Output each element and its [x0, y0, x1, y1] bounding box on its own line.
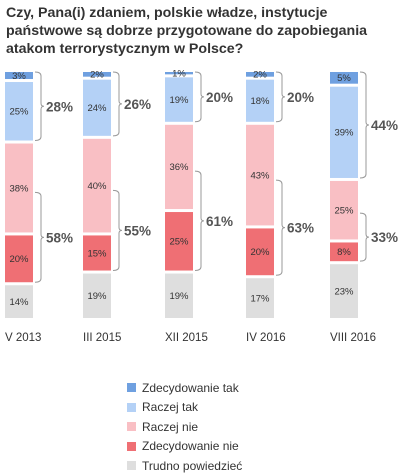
category-label: V 2013 — [5, 332, 41, 344]
brace — [112, 71, 123, 137]
brace — [34, 191, 45, 283]
bar-segment — [83, 235, 111, 271]
data-label: 14% — [9, 297, 29, 308]
chart-title: Czy, Pana(i) zdaniem, polskie władze, in… — [6, 5, 368, 57]
data-label: 38% — [9, 183, 29, 194]
total-nie-label: 58% — [46, 230, 73, 245]
bar-segment — [165, 77, 193, 122]
data-label: 19% — [169, 291, 189, 302]
brace — [275, 71, 286, 123]
brace — [194, 170, 205, 272]
data-label: 8% — [337, 247, 351, 258]
bar-segment — [83, 79, 111, 136]
legend-label: Trudno powiedzieć — [142, 458, 243, 473]
total-tak-label: 20% — [287, 90, 314, 105]
bar-segment — [165, 273, 193, 318]
category-label: VIII 2016 — [330, 332, 376, 344]
category-label: III 2015 — [83, 332, 121, 344]
legend-swatch — [127, 402, 136, 412]
legend-item: Trudno powiedzieć — [127, 456, 242, 476]
data-label: 40% — [87, 181, 107, 192]
bar-segment — [330, 264, 358, 318]
data-label: 25% — [169, 237, 189, 248]
bar-segment — [246, 228, 274, 276]
legend-swatch — [127, 383, 136, 393]
data-label: 23% — [334, 286, 354, 297]
bar-segment — [5, 82, 33, 141]
brace — [359, 71, 370, 179]
brace — [112, 189, 123, 272]
bar-segment — [165, 72, 193, 75]
total-nie-label: 55% — [124, 223, 151, 238]
bar-segment — [330, 86, 358, 178]
bar-segment — [246, 124, 274, 226]
data-label: 18% — [250, 96, 270, 107]
brace — [194, 71, 205, 123]
legend-swatch — [127, 441, 136, 451]
total-tak-label: 20% — [206, 90, 233, 105]
bar-segment — [246, 79, 274, 122]
category-label: XII 2015 — [165, 332, 208, 344]
data-label: 36% — [169, 162, 189, 173]
legend-swatch — [127, 461, 136, 471]
legend-item: Zdecydowanie tak — [127, 378, 242, 398]
total-nie-label: 61% — [206, 214, 233, 229]
bar-segment — [5, 235, 33, 283]
legend-label: Zdecydowanie nie — [142, 439, 239, 454]
bar-segment — [330, 72, 358, 84]
data-label: 15% — [87, 248, 107, 259]
bar-segment — [83, 273, 111, 318]
legend-item: Raczej tak — [127, 398, 242, 418]
data-label: 17% — [250, 293, 270, 304]
total-tak-label: 26% — [124, 97, 151, 112]
bar-segment — [5, 285, 33, 318]
bar-segment — [165, 124, 193, 210]
bar-segment — [330, 242, 358, 262]
brace — [34, 71, 45, 142]
legend-item: Raczej nie — [127, 417, 242, 437]
data-label: 20% — [250, 247, 270, 258]
data-label: 2% — [90, 70, 104, 81]
legend-label: Raczej tak — [142, 400, 199, 415]
bar-segment — [83, 72, 111, 77]
legend-item: Zdecydowanie nie — [127, 437, 242, 457]
data-label: 39% — [334, 128, 354, 139]
data-label: 5% — [337, 73, 351, 84]
total-nie-label: 33% — [371, 230, 398, 245]
bar-segment — [5, 72, 33, 80]
legend-swatch — [127, 422, 136, 432]
data-label: 19% — [87, 291, 107, 302]
legend-label: Raczej nie — [142, 419, 199, 434]
bar-segment — [165, 212, 193, 271]
brace — [275, 179, 286, 276]
data-label: 20% — [9, 254, 29, 265]
data-label: 1% — [172, 68, 186, 79]
data-label: 3% — [12, 71, 26, 82]
data-label: 43% — [250, 170, 270, 181]
category-label: IV 2016 — [246, 332, 286, 344]
total-tak-label: 28% — [46, 99, 73, 114]
data-label: 25% — [9, 107, 29, 118]
data-label: 19% — [169, 95, 189, 106]
bar-segment — [5, 143, 33, 233]
data-label: 25% — [334, 206, 354, 217]
bar-segment — [83, 138, 111, 233]
legend-label: Zdecydowanie tak — [142, 380, 239, 395]
data-label: 24% — [87, 103, 107, 114]
bar-segment — [246, 72, 274, 77]
brace — [359, 212, 370, 262]
bar-segment — [330, 180, 358, 240]
total-nie-label: 63% — [287, 221, 314, 236]
total-tak-label: 44% — [371, 118, 398, 133]
data-label: 2% — [253, 70, 267, 81]
chart-legend: Zdecydowanie tak Raczej tak Raczej nie Zdec… — [127, 378, 242, 476]
bar-segment — [246, 278, 274, 318]
